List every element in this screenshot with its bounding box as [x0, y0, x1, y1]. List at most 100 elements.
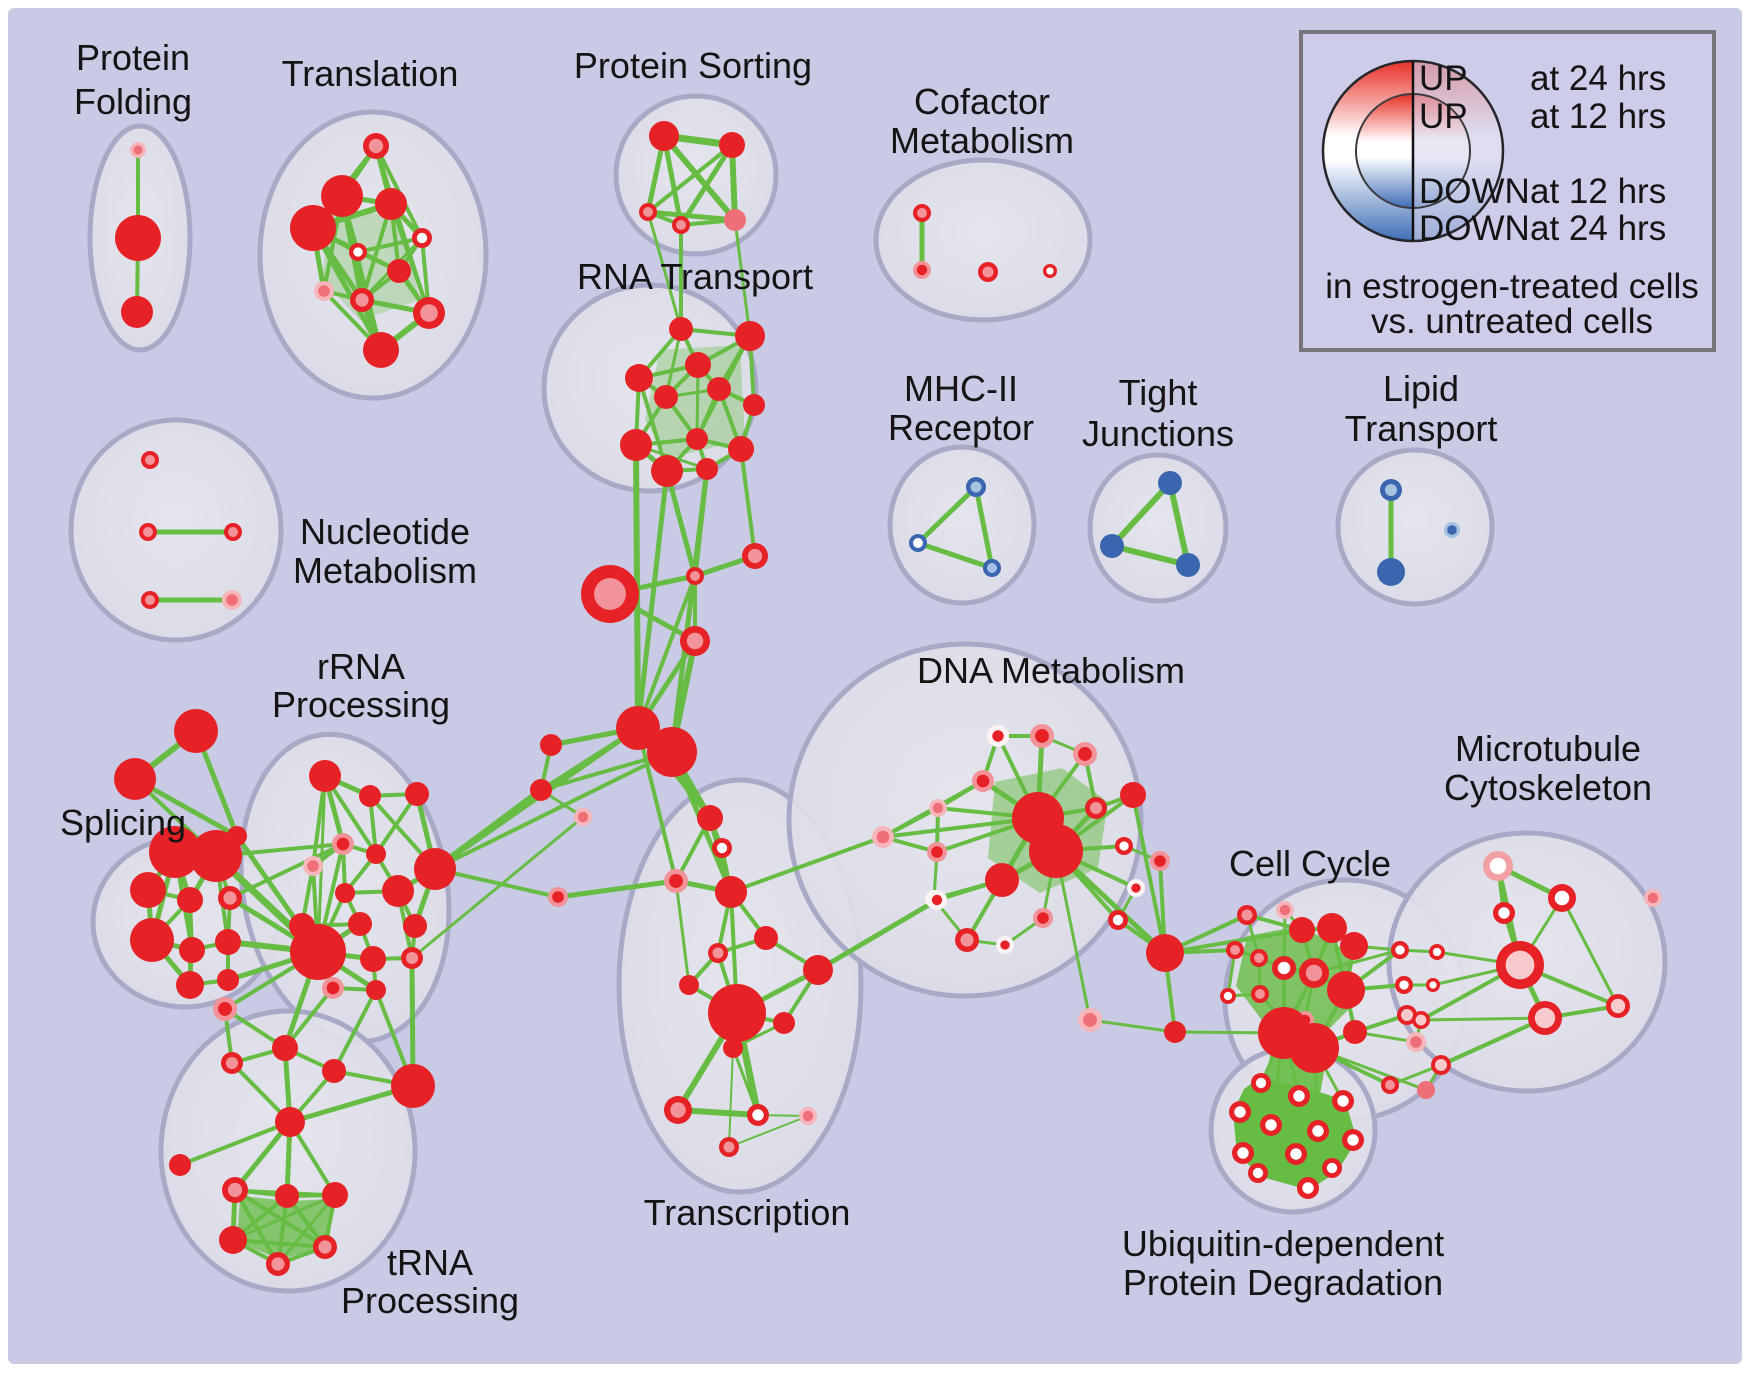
network-edge — [916, 485, 978, 545]
network-edge — [1420, 1016, 1546, 1022]
network-edge — [1089, 1018, 1176, 1034]
network-node — [121, 296, 153, 328]
network-edge — [973, 486, 995, 569]
network-edge — [433, 787, 543, 872]
network-node — [1158, 471, 1182, 495]
network-node — [1340, 932, 1368, 960]
network-node — [724, 209, 746, 231]
network-edge — [731, 1047, 760, 1116]
cluster-label-mhc-ii-receptor: Receptor — [888, 407, 1034, 448]
network-node — [366, 844, 386, 864]
legend-up-24-dir: UP — [1419, 59, 1468, 98]
cluster-label-splicing: Splicing — [60, 802, 186, 843]
network-node-core — [1326, 1162, 1338, 1174]
network-node-core — [1154, 855, 1166, 867]
network-node — [190, 830, 242, 882]
network-node-core — [1035, 729, 1049, 743]
network-node-core — [992, 730, 1004, 742]
network-node-core — [747, 548, 763, 564]
network-node — [130, 872, 166, 908]
network-node — [1327, 971, 1365, 1009]
network-node — [649, 121, 679, 151]
network-node — [272, 1035, 298, 1061]
network-edge — [646, 143, 734, 214]
network-node — [174, 709, 218, 753]
network-edge — [232, 1193, 336, 1242]
network-node — [176, 971, 204, 999]
network-node-core — [1293, 1090, 1305, 1102]
network-node — [1029, 824, 1083, 878]
network-node — [715, 876, 747, 908]
network-node-core — [1112, 914, 1124, 926]
network-node-core — [1234, 1106, 1246, 1118]
network-edge — [179, 1120, 291, 1167]
network-node — [309, 760, 341, 792]
network-node-core — [1131, 883, 1141, 893]
network-node-core — [686, 632, 704, 650]
network-node — [149, 826, 201, 878]
network-node — [686, 428, 708, 450]
network-node — [217, 969, 239, 991]
network-node-core — [271, 1257, 285, 1271]
network-node — [405, 782, 429, 806]
network-edge — [1131, 794, 1167, 954]
network-node — [1120, 782, 1146, 808]
network-node — [322, 1182, 348, 1208]
network-node-core — [368, 138, 384, 154]
network-node — [1289, 1023, 1339, 1073]
network-node-core — [594, 578, 626, 610]
network-edge — [434, 867, 559, 899]
network-node — [540, 734, 562, 756]
network-node — [115, 215, 161, 261]
network-node-core — [405, 951, 419, 965]
network-node — [215, 929, 241, 955]
network-node-core — [1305, 964, 1323, 982]
network-node-core — [1399, 980, 1409, 990]
legend: UP at 24 hrs UP at 12 hrs DOWN at 12 hrs… — [1299, 30, 1716, 352]
network-node-core — [318, 285, 330, 297]
network-node — [1146, 934, 1184, 972]
network-node-core — [1505, 950, 1535, 980]
network-node-core — [228, 527, 238, 537]
network-node — [366, 980, 386, 1000]
network-node-core — [712, 947, 724, 959]
legend-up-12-dir: UP — [1419, 97, 1468, 136]
network-node — [985, 863, 1019, 897]
network-node — [321, 175, 363, 217]
network-node-core — [913, 538, 923, 548]
network-node-core — [226, 594, 238, 606]
network-edge — [1560, 897, 1620, 1007]
network-node — [1176, 553, 1200, 577]
network-node-core — [1401, 1009, 1413, 1021]
network-node-core — [1089, 801, 1103, 815]
network-edge — [647, 209, 736, 223]
network-node — [348, 912, 372, 936]
network-edge — [636, 727, 678, 882]
network-edge — [434, 750, 673, 871]
network-node — [359, 785, 381, 807]
network-node-core — [1312, 1125, 1324, 1137]
network-node — [723, 1038, 743, 1058]
cluster-label-nucleotide-metabolism: Metabolism — [293, 550, 477, 591]
network-edge — [1109, 480, 1173, 549]
network-node-core — [970, 481, 982, 493]
network-node — [1343, 1020, 1367, 1044]
network-node-core — [227, 1182, 243, 1198]
network-node-core — [326, 981, 340, 995]
network-node-core — [1384, 483, 1398, 497]
cluster-label-ubiquitin-degradation: Protein Degradation — [1123, 1262, 1443, 1303]
network-node — [1289, 917, 1315, 943]
network-node — [275, 1107, 305, 1137]
network-node — [275, 1184, 299, 1208]
legend-inner-disc-left — [1356, 94, 1413, 208]
network-node-core — [802, 1110, 814, 1122]
network-node-core — [420, 304, 438, 322]
network-node-core — [931, 894, 943, 906]
network-node — [179, 937, 205, 963]
network-node — [375, 188, 407, 220]
network-edge — [728, 1047, 734, 1148]
cluster-label-rrna-processing: Processing — [272, 684, 450, 725]
cluster-label-cofactor-metabolism: Metabolism — [890, 120, 1074, 161]
